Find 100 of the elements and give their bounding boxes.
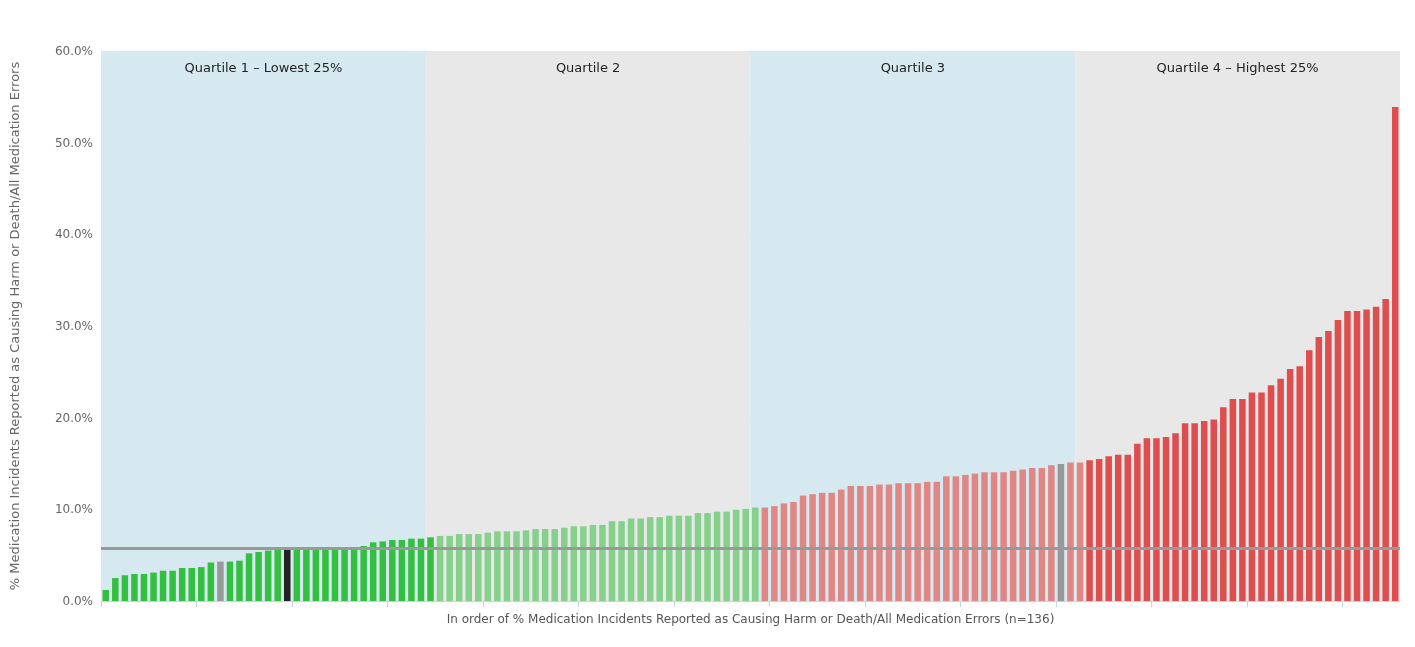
bar xyxy=(1344,310,1351,601)
bar xyxy=(952,476,960,601)
bar xyxy=(207,562,215,601)
bar xyxy=(1325,331,1332,601)
bar xyxy=(303,547,310,601)
bar xyxy=(828,492,835,601)
bar xyxy=(1382,298,1389,601)
bar xyxy=(923,481,931,601)
bar xyxy=(981,472,988,601)
bar xyxy=(255,551,262,601)
bar xyxy=(1124,454,1132,601)
bar xyxy=(962,474,969,601)
bar xyxy=(102,590,110,601)
bar xyxy=(618,521,625,601)
bar xyxy=(742,508,749,601)
bar xyxy=(933,481,940,601)
bar xyxy=(885,484,893,601)
bar xyxy=(1315,337,1323,601)
bar xyxy=(847,485,855,601)
bar xyxy=(1048,465,1055,601)
bar xyxy=(637,518,644,601)
bar xyxy=(580,526,587,601)
bar xyxy=(857,485,864,601)
y-tick-label: 60.0% xyxy=(54,44,93,58)
bar xyxy=(971,473,979,601)
bar xyxy=(1143,438,1151,601)
bar xyxy=(188,568,195,601)
bar xyxy=(1029,468,1036,601)
bar xyxy=(914,483,921,601)
bar xyxy=(408,538,415,601)
bar xyxy=(159,570,167,601)
bar xyxy=(494,531,501,601)
bar xyxy=(780,503,788,601)
bar xyxy=(685,515,692,601)
bar xyxy=(809,494,816,601)
bar xyxy=(1019,469,1026,601)
y-tick-label: 40.0% xyxy=(54,227,93,242)
bar xyxy=(532,529,539,601)
bar xyxy=(465,534,472,601)
bar xyxy=(150,572,157,601)
bar xyxy=(389,540,396,601)
bar xyxy=(121,575,129,601)
y-tick-label: 10.0% xyxy=(54,502,93,517)
bar xyxy=(341,547,348,601)
bar xyxy=(1334,320,1342,601)
y-tick-label: 30.0% xyxy=(54,319,93,333)
bar xyxy=(666,515,673,601)
bar xyxy=(818,492,826,601)
bar xyxy=(1267,385,1275,601)
bar xyxy=(1248,392,1256,601)
bar xyxy=(1134,443,1141,601)
bar xyxy=(1306,350,1313,601)
bar xyxy=(1286,369,1294,601)
bar xyxy=(551,529,558,601)
bar xyxy=(264,550,272,601)
bar xyxy=(1114,454,1122,601)
annotation: Quartile 4 – Highest 25% xyxy=(1156,60,1319,75)
bar xyxy=(236,560,243,601)
bar xyxy=(1067,462,1074,601)
bar xyxy=(1095,458,1103,601)
bar xyxy=(1239,398,1246,601)
bar xyxy=(1191,423,1198,601)
bar xyxy=(284,549,291,601)
bar xyxy=(1200,420,1208,601)
bar xyxy=(904,483,912,601)
bar xyxy=(112,578,119,601)
bar xyxy=(1038,468,1046,601)
x-axis-title: In order of % Medication Incidents Reported as Causing Harm or Death/All Medication Errors (n=136) xyxy=(446,612,1055,626)
y-tick-label: 50.0% xyxy=(54,135,93,150)
bar xyxy=(1258,392,1265,601)
y-axis-title: % Medication Incidents Reported as Causing Harm or Death/All Medication Errors xyxy=(7,61,22,591)
bar xyxy=(513,531,520,601)
bar xyxy=(1000,472,1007,601)
bar xyxy=(475,534,482,601)
bar xyxy=(1229,398,1237,601)
bar xyxy=(1220,407,1227,601)
bar xyxy=(446,535,453,601)
bar xyxy=(245,553,253,601)
bar xyxy=(131,573,138,601)
bar xyxy=(198,567,205,601)
bar xyxy=(1153,438,1160,601)
bar xyxy=(752,507,759,601)
bar xyxy=(1162,436,1170,601)
bar xyxy=(217,561,224,601)
annotation: Quartile 3 xyxy=(880,60,946,75)
bar xyxy=(178,568,186,601)
bar xyxy=(895,483,902,601)
bar xyxy=(599,524,606,601)
bar xyxy=(360,546,367,601)
bar xyxy=(1296,366,1303,601)
annotation: Quartile 2 xyxy=(555,60,621,75)
bar xyxy=(169,570,176,601)
bar xyxy=(943,476,950,601)
bar xyxy=(1277,378,1284,601)
bar xyxy=(1181,423,1189,601)
bar xyxy=(1353,310,1361,601)
annotation: Quartile 1 – Lowest 25% xyxy=(184,60,343,75)
bar xyxy=(771,506,778,601)
bar xyxy=(704,513,711,601)
bar xyxy=(226,561,234,601)
